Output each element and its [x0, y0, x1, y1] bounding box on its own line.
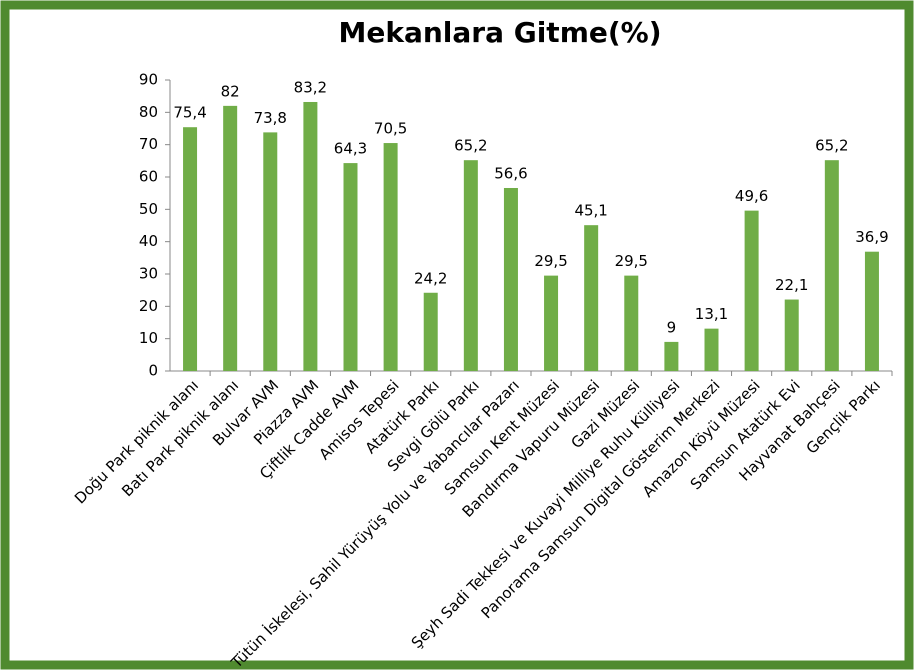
value-label: 56,6 — [494, 164, 527, 182]
value-label: 29,5 — [534, 252, 567, 270]
y-tick-label: 80 — [139, 103, 158, 121]
y-tick-label: 0 — [148, 362, 158, 380]
y-tick-label: 70 — [139, 135, 158, 153]
bar — [263, 132, 278, 371]
value-label: 82 — [221, 82, 240, 100]
bar — [463, 160, 478, 371]
value-label: 9 — [667, 318, 677, 336]
bar — [544, 275, 559, 371]
bar — [784, 299, 799, 371]
value-label: 83,2 — [294, 78, 327, 96]
y-tick-label: 60 — [139, 168, 158, 186]
y-tick-label: 90 — [139, 71, 158, 89]
chart-title: Mekanlara Gitme(%) — [338, 16, 661, 49]
bar — [744, 210, 759, 371]
bar — [864, 251, 879, 371]
value-label: 24,2 — [414, 269, 447, 287]
value-label: 75,4 — [173, 104, 206, 122]
bar — [704, 328, 719, 371]
value-label: 65,2 — [454, 137, 487, 155]
value-label: 65,2 — [815, 137, 848, 155]
y-tick-label: 50 — [139, 200, 158, 218]
y-tick-label: 30 — [139, 265, 158, 283]
y-tick-label: 10 — [139, 329, 158, 347]
bar — [664, 341, 679, 371]
value-label: 70,5 — [374, 120, 407, 138]
value-label: 13,1 — [695, 305, 728, 323]
bar — [183, 127, 198, 371]
value-label: 36,9 — [855, 228, 888, 246]
value-label: 29,5 — [615, 252, 648, 270]
bar — [824, 160, 839, 371]
bar — [503, 187, 518, 371]
value-label: 73,8 — [254, 109, 287, 127]
bar — [423, 292, 438, 371]
bar — [624, 275, 639, 371]
value-label: 22,1 — [775, 276, 808, 294]
y-tick-label: 40 — [139, 232, 158, 250]
bar — [383, 143, 398, 371]
value-label: 64,3 — [334, 140, 367, 158]
value-label: 45,1 — [574, 202, 607, 220]
bar — [303, 101, 318, 371]
y-tick-label: 20 — [139, 297, 158, 315]
bar — [343, 163, 358, 371]
bar — [223, 105, 238, 371]
value-label: 49,6 — [735, 187, 768, 205]
bar — [584, 225, 599, 371]
